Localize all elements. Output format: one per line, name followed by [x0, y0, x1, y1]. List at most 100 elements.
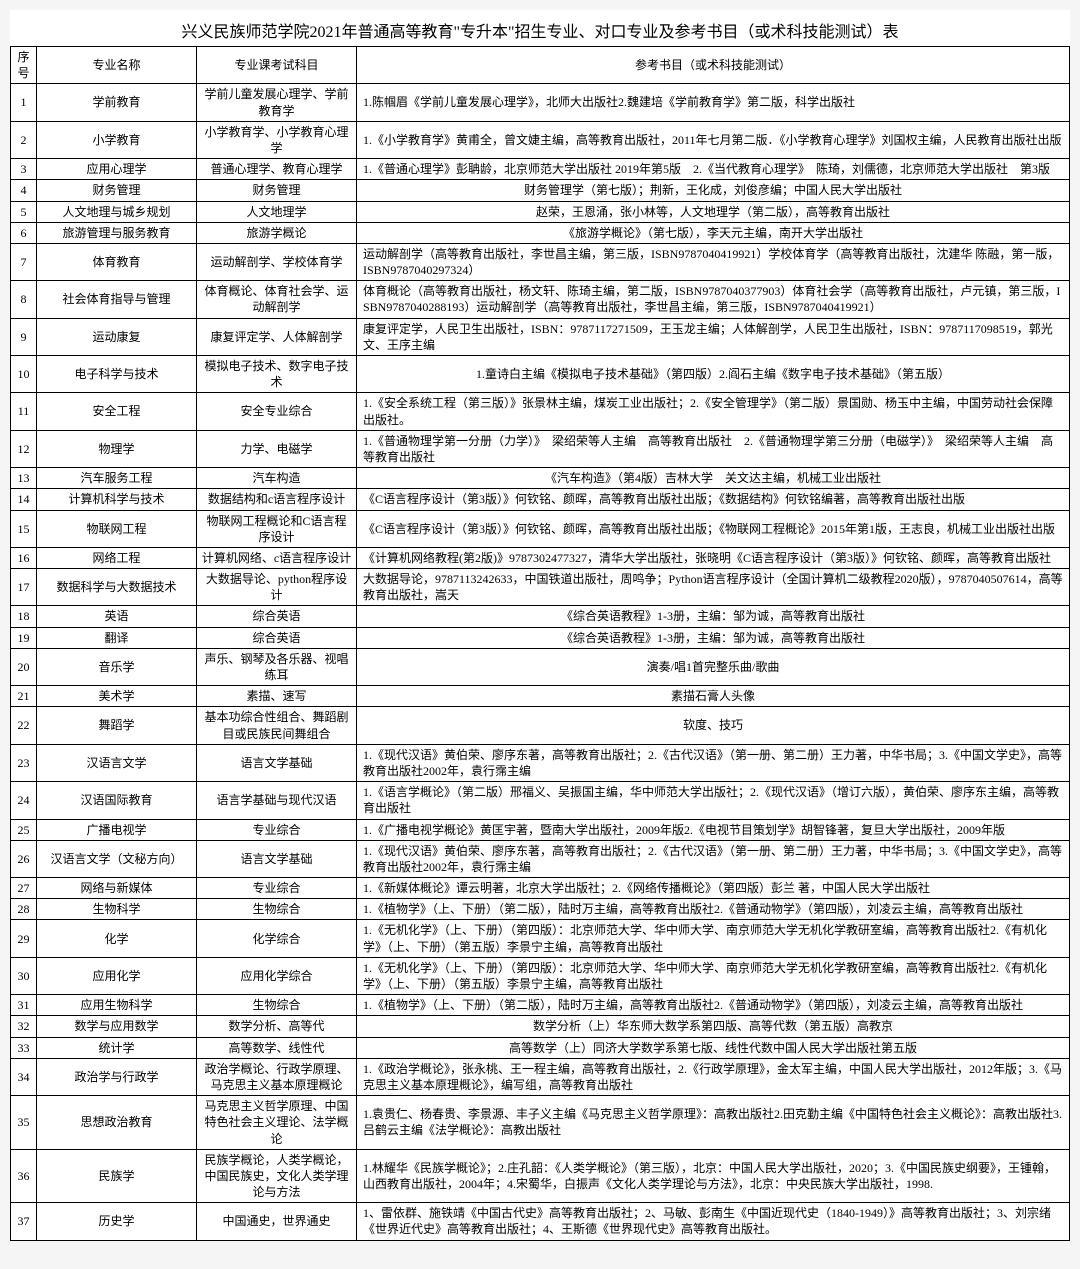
table-row: 26汉语言文学（文秘方向）语言文学基础1.《现代汉语》黄伯荣、廖序东著，高等教育…	[11, 840, 1070, 877]
cell-exam: 小学教育学、小学教育心理学	[197, 121, 357, 158]
cell-ref: 1.《无机化学》（上、下册）（第四版）：北京师范大学、华中师大学、南京师范大学无…	[357, 957, 1070, 994]
cell-exam: 化学综合	[197, 920, 357, 957]
cell-idx: 27	[11, 878, 37, 899]
cell-idx: 3	[11, 159, 37, 180]
cell-ref: 1.《小学教育学》黄甫全，曾文婕主编，高等教育出版社，2011年七月第二版．《小…	[357, 121, 1070, 158]
table-row: 16网络工程计算机网络、c语言程序设计《计算机网络教程(第2版)》9787302…	[11, 547, 1070, 568]
header-idx: 序号	[11, 47, 37, 84]
cell-major: 旅游管理与服务教育	[37, 222, 197, 243]
cell-exam: 语言文学基础	[197, 744, 357, 781]
cell-major: 网络与新媒体	[37, 878, 197, 899]
cell-idx: 9	[11, 318, 37, 355]
cell-idx: 14	[11, 489, 37, 510]
table-row: 13汽车服务工程汽车构造《汽车构造》（第4版）吉林大学 关文达主编，机械工业出版…	[11, 468, 1070, 489]
cell-major: 汉语国际教育	[37, 782, 197, 819]
cell-major: 财务管理	[37, 180, 197, 201]
cell-exam: 康复评定学、人体解剖学	[197, 318, 357, 355]
document-page: 兴义民族师范学院2021年普通高等教育"专升本"招生专业、对口专业及参考书目（或…	[10, 10, 1070, 1241]
cell-idx: 29	[11, 920, 37, 957]
cell-exam: 声乐、钢琴及各乐器、视唱练耳	[197, 648, 357, 685]
cell-exam: 专业综合	[197, 819, 357, 840]
cell-ref: 高等数学（上）同济大学数学系第七版、线性代数中国人民大学出版社第五版	[357, 1037, 1070, 1058]
cell-idx: 26	[11, 840, 37, 877]
cell-idx: 25	[11, 819, 37, 840]
cell-ref: 《旅游学概论》（第七版），李天元主编，南开大学出版社	[357, 222, 1070, 243]
cell-idx: 20	[11, 648, 37, 685]
table-row: 34政治学与行政学政治学概论、行政学原理、马克思主义基本原理概论1.《政治学概论…	[11, 1058, 1070, 1095]
main-table: 序号 专业名称 专业课考试科目 参考书目（或术科技能测试） 1学前教育学前儿童发…	[10, 46, 1070, 1241]
table-row: 25广播电视学专业综合1.《广播电视学概论》黄匡宇著，暨南大学出版社，2009年…	[11, 819, 1070, 840]
cell-ref: 1.《现代汉语》黄伯荣、廖序东著，高等教育出版社；2.《古代汉语》（第一册、第二…	[357, 840, 1070, 877]
cell-ref: 1、雷依群、施铁靖《中国古代史》高等教育出版社；2、马敏、彭南生《中国近现代史（…	[357, 1203, 1070, 1240]
cell-ref: 1.童诗白主编《模拟电子技术基础》（第四版）2.阎石主编《数字电子技术基础》（第…	[357, 356, 1070, 393]
cell-major: 民族学	[37, 1149, 197, 1203]
cell-ref: 赵荣，王恩涌，张小林等，人文地理学（第二版），高等教育出版社	[357, 201, 1070, 222]
cell-major: 体育教育	[37, 243, 197, 280]
table-row: 3应用心理学普通心理学、教育心理学1.《普通心理学》彭聃龄，北京师范大学出版社 …	[11, 159, 1070, 180]
cell-ref: 软度、技巧	[357, 707, 1070, 744]
cell-exam: 力学、电磁学	[197, 430, 357, 467]
cell-exam: 旅游学概论	[197, 222, 357, 243]
cell-major: 物理学	[37, 430, 197, 467]
cell-ref: 1.《植物学》（上、下册）（第二版），陆时万主编，高等教育出版社2.《普通动物学…	[357, 899, 1070, 920]
table-row: 5人文地理与城乡规划人文地理学赵荣，王恩涌，张小林等，人文地理学（第二版），高等…	[11, 201, 1070, 222]
cell-exam: 民族学概论，人类学概论，中国民族史，文化人类学理论与方法	[197, 1149, 357, 1203]
table-row: 28生物科学生物综合1.《植物学》（上、下册）（第二版），陆时万主编，高等教育出…	[11, 899, 1070, 920]
cell-major: 生物科学	[37, 899, 197, 920]
cell-major: 数学与应用数学	[37, 1016, 197, 1037]
cell-ref: 1.《新媒体概论》谭云明著，北京大学出版社；2.《网络传播概论》（第四版）彭兰 …	[357, 878, 1070, 899]
cell-major: 电子科学与技术	[37, 356, 197, 393]
cell-major: 小学教育	[37, 121, 197, 158]
cell-ref: 1.《植物学》（上、下册）（第二版），陆时万主编，高等教育出版社2.《普通动物学…	[357, 995, 1070, 1016]
cell-idx: 35	[11, 1096, 37, 1150]
cell-major: 翻译	[37, 627, 197, 648]
cell-ref: 1.《安全系统工程（第三版）》张景林主编，煤炭工业出版社；2.《安全管理学》（第…	[357, 393, 1070, 430]
cell-major: 应用心理学	[37, 159, 197, 180]
table-row: 18英语综合英语《综合英语教程》1-3册，主编：邹为诚，高等教育出版社	[11, 606, 1070, 627]
table-row: 15物联网工程物联网工程概论和C语言程序设计《C语言程序设计（第3版）》何钦铭、…	[11, 510, 1070, 547]
cell-idx: 13	[11, 468, 37, 489]
cell-ref: 1.《普通物理学第一分册（力学）》 梁绍荣等人主编 高等教育出版社 2.《普通物…	[357, 430, 1070, 467]
cell-major: 思想政治教育	[37, 1096, 197, 1150]
table-row: 20音乐学声乐、钢琴及各乐器、视唱练耳演奏/唱1首完整乐曲/歌曲	[11, 648, 1070, 685]
cell-exam: 财务管理	[197, 180, 357, 201]
cell-major: 舞蹈学	[37, 707, 197, 744]
cell-exam: 素描、速写	[197, 686, 357, 707]
table-row: 12物理学力学、电磁学1.《普通物理学第一分册（力学）》 梁绍荣等人主编 高等教…	[11, 430, 1070, 467]
cell-ref: 1.林耀华《民族学概论》；2.庄孔韶：《人类学概论》（第三版），北京：中国人民大…	[357, 1149, 1070, 1203]
table-row: 30应用化学应用化学综合1.《无机化学》（上、下册）（第四版）：北京师范大学、华…	[11, 957, 1070, 994]
cell-major: 数据科学与大数据技术	[37, 569, 197, 606]
table-row: 4财务管理财务管理财务管理学（第七版）；荆新，王化成，刘俊彦编；中国人民大学出版…	[11, 180, 1070, 201]
cell-idx: 17	[11, 569, 37, 606]
cell-exam: 模拟电子技术、数字电子技术	[197, 356, 357, 393]
cell-idx: 32	[11, 1016, 37, 1037]
cell-ref: 1.《无机化学》（上、下册）（第四版）：北京师范大学、华中师大学、南京师范大学无…	[357, 920, 1070, 957]
table-row: 36民族学民族学概论，人类学概论，中国民族史，文化人类学理论与方法1.林耀华《民…	[11, 1149, 1070, 1203]
cell-idx: 4	[11, 180, 37, 201]
cell-idx: 1	[11, 84, 37, 121]
table-row: 17数据科学与大数据技术大数据导论、python程序设计大数据导论，978711…	[11, 569, 1070, 606]
cell-exam: 学前儿童发展心理学、学前教育学	[197, 84, 357, 121]
cell-exam: 大数据导论、python程序设计	[197, 569, 357, 606]
cell-major: 汉语言文学	[37, 744, 197, 781]
cell-idx: 10	[11, 356, 37, 393]
cell-ref: 《C语言程序设计（第3版）》何钦铭、颜晖，高等教育出版社出版；《数据结构》何钦铭…	[357, 489, 1070, 510]
table-row: 33统计学高等数学、线性代高等数学（上）同济大学数学系第七版、线性代数中国人民大…	[11, 1037, 1070, 1058]
table-row: 14计算机科学与技术数据结构和c语言程序设计《C语言程序设计（第3版）》何钦铭、…	[11, 489, 1070, 510]
cell-exam: 语言学基础与现代汉语	[197, 782, 357, 819]
cell-ref: 1.陈帼眉《学前儿童发展心理学》，北师大出版社2.魏建培《学前教育学》第二版，科…	[357, 84, 1070, 121]
cell-idx: 37	[11, 1203, 37, 1240]
table-row: 21美术学素描、速写素描石膏人头像	[11, 686, 1070, 707]
cell-major: 政治学与行政学	[37, 1058, 197, 1095]
cell-major: 广播电视学	[37, 819, 197, 840]
table-row: 37历史学中国通史，世界通史1、雷依群、施铁靖《中国古代史》高等教育出版社；2、…	[11, 1203, 1070, 1240]
cell-major: 美术学	[37, 686, 197, 707]
cell-idx: 2	[11, 121, 37, 158]
cell-exam: 高等数学、线性代	[197, 1037, 357, 1058]
cell-exam: 政治学概论、行政学原理、马克思主义基本原理概论	[197, 1058, 357, 1095]
cell-idx: 24	[11, 782, 37, 819]
table-row: 23汉语言文学语言文学基础1.《现代汉语》黄伯荣、廖序东著，高等教育出版社；2.…	[11, 744, 1070, 781]
cell-major: 计算机科学与技术	[37, 489, 197, 510]
table-row: 6旅游管理与服务教育旅游学概论《旅游学概论》（第七版），李天元主编，南开大学出版…	[11, 222, 1070, 243]
cell-exam: 计算机网络、c语言程序设计	[197, 547, 357, 568]
